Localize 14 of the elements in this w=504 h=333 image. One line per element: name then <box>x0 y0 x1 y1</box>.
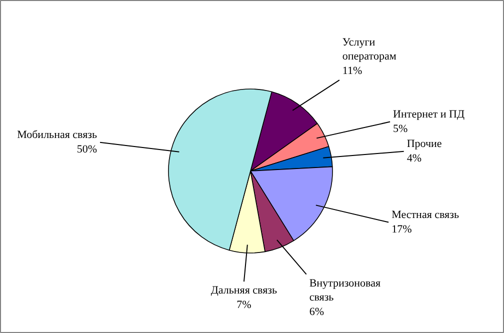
slice-label: Интернет и ПД <box>393 108 465 121</box>
data-label: 50% <box>76 144 98 156</box>
data-label: 6% <box>309 306 324 318</box>
slice-label: Прочие <box>406 138 442 150</box>
slice-label: Дальняя связь <box>210 284 278 297</box>
data-label: 7% <box>236 299 252 312</box>
data-label: 4% <box>406 152 422 165</box>
data-label: 17% <box>392 223 412 236</box>
slice-label: Услуги операторам <box>342 36 396 63</box>
slice-label: Местная связь <box>392 209 459 222</box>
slice-label: Мобильная связь <box>17 129 98 142</box>
data-label: 5% <box>393 122 408 135</box>
data-label: 11% <box>342 65 362 78</box>
slice-label: Внутризоновая связь <box>309 277 381 304</box>
